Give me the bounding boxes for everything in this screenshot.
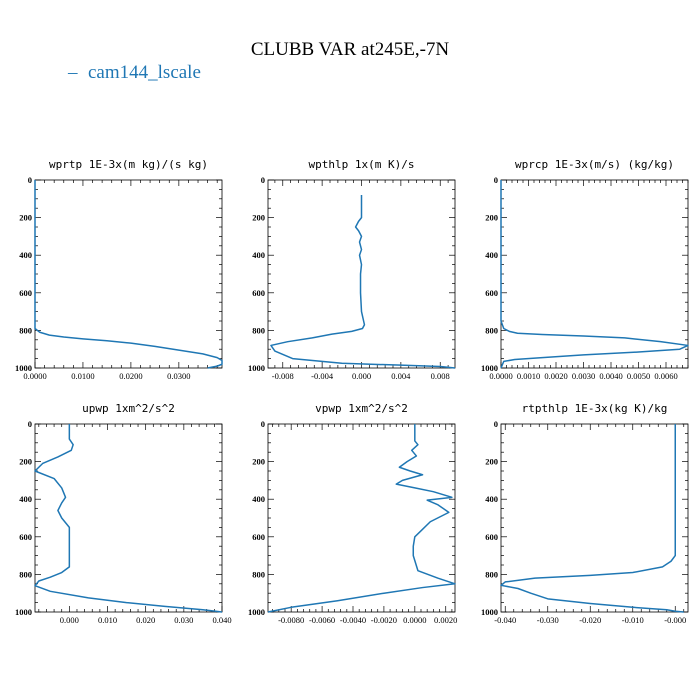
x-tick-label: 0.000 — [352, 371, 371, 381]
x-tick-label: -0.0060 — [309, 615, 335, 625]
y-tick-label: 400 — [19, 494, 32, 504]
subplot-title: rtpthlp 1E-3x(kg K)/kg — [522, 402, 668, 415]
x-tick-label: -0.0080 — [278, 615, 304, 625]
subplot-6: rtpthlp 1E-3x(kg K)/kg02004006008001000-… — [481, 402, 689, 625]
x-tick-label: -0.030 — [537, 615, 559, 625]
figure-title: CLUBB VAR at245E,-7N — [251, 39, 450, 60]
plot-frame — [34, 423, 223, 613]
x-tick-label: 0.010 — [98, 615, 117, 625]
subplot-title: upwp 1xm^2/s^2 — [82, 402, 175, 415]
plot-frame — [500, 179, 689, 369]
x-tick-label: 0.0300 — [167, 371, 190, 381]
x-tick-label: -0.0020 — [371, 615, 397, 625]
x-tick-label: 0.0010 — [517, 371, 540, 381]
y-tick-label: 0 — [494, 419, 498, 429]
y-tick-label: 600 — [252, 288, 265, 298]
x-tick-label: 0.0040 — [599, 371, 622, 381]
y-tick-label: 600 — [19, 532, 32, 542]
y-tick-label: 0 — [28, 175, 32, 185]
y-tick-label: 800 — [252, 569, 265, 579]
series-line — [34, 424, 223, 613]
series-line — [500, 180, 689, 369]
series-line — [270, 195, 456, 369]
x-tick-label: 0.0020 — [544, 371, 567, 381]
plot-frame — [500, 423, 689, 613]
y-tick-label: 400 — [485, 250, 498, 260]
subplot-grid: wprtp 1E-3x(m kg)/(s kg) 0 200 400 600 800 100… — [15, 158, 689, 625]
x-tick-label: 0.0000 — [403, 615, 426, 625]
x-tick-label: 0.0200 — [119, 371, 142, 381]
y-tick-label: 0 — [261, 419, 265, 429]
subplot-2: wpthlp 1x(m K)/s 0 200 400 600 800 1000 -0.008 -… — [248, 158, 456, 381]
x-tick-label: 0.0030 — [572, 371, 595, 381]
x-tick-label: 0.004 — [391, 371, 411, 381]
x-tick-label: 0.0020 — [434, 615, 457, 625]
plot-frame — [267, 423, 456, 613]
x-tick-label: 0.040 — [212, 615, 231, 625]
subplot-3: wprcp 1E-3x(m/s) (kg/kg) 0 200 400 600 800 100… — [481, 158, 689, 381]
legend-marker: – — [67, 62, 78, 83]
y-tick-label: 400 — [19, 250, 32, 260]
x-tick-label: -0.010 — [622, 615, 644, 625]
legend-label: cam144_lscale — [88, 62, 201, 83]
y-tick-label: 800 — [485, 569, 498, 579]
x-tick-label: 0.0000 — [489, 371, 512, 381]
y-tick-label: 400 — [252, 250, 265, 260]
x-tick-label: 0.0000 — [23, 371, 46, 381]
y-tick-label: 800 — [19, 569, 32, 579]
y-tick-label: 400 — [485, 494, 498, 504]
y-tick-label: 600 — [19, 288, 32, 298]
subplot-4: upwp 1xm^2/s^2 0 200 400 600 800 1000 0.000 0.01… — [15, 402, 232, 625]
y-tick-label: 1000 — [481, 363, 498, 373]
x-tick-label: 0.030 — [174, 615, 193, 625]
y-tick-label: 200 — [19, 213, 32, 223]
y-tick-label: 600 — [252, 532, 265, 542]
y-tick-label: 200 — [485, 457, 498, 467]
y-tick-label: 800 — [485, 325, 498, 335]
subplot-5: vpwp 1xm^2/s^2 0 200 400 600 800 1000 -0.0080 -0… — [248, 402, 457, 625]
series-line — [267, 424, 456, 613]
x-tick-label: -0.004 — [311, 371, 334, 381]
x-tick-label: 0.0060 — [654, 371, 677, 381]
y-tick-label: 0 — [28, 419, 32, 429]
y-tick-label: 600 — [485, 532, 498, 542]
x-tick-label: -0.008 — [272, 371, 294, 381]
y-tick-label: 200 — [252, 213, 265, 223]
x-tick-label: -0.0040 — [340, 615, 366, 625]
subplot-title: vpwp 1xm^2/s^2 — [315, 402, 408, 415]
y-tick-label: 1000 — [248, 607, 265, 617]
subplot-1: wprtp 1E-3x(m kg)/(s kg) 0 200 400 600 800 100… — [15, 158, 223, 381]
y-tick-label: 0 — [261, 175, 265, 185]
y-tick-label: 600 — [485, 288, 498, 298]
y-tick-label: 200 — [485, 213, 498, 223]
x-tick-label: -0.040 — [494, 615, 516, 625]
x-tick-label: 0.000 — [60, 615, 79, 625]
x-tick-label: -0.020 — [579, 615, 601, 625]
series-line — [34, 180, 223, 369]
subplot-title: wprtp 1E-3x(m kg)/(s kg) — [49, 158, 208, 171]
series-line — [500, 424, 684, 613]
x-tick-label: 0.0050 — [627, 371, 650, 381]
y-tick-label: 1000 — [15, 607, 32, 617]
x-tick-label: 0.020 — [136, 615, 155, 625]
y-tick-label: 200 — [19, 457, 32, 467]
x-tick-label: 0.0100 — [71, 371, 94, 381]
y-tick-label: 400 — [252, 494, 265, 504]
y-tick-label: 800 — [252, 325, 265, 335]
legend: – cam144_lscale — [67, 62, 201, 83]
y-tick-label: 800 — [19, 325, 32, 335]
subplot-title: wpthlp 1x(m K)/s — [309, 158, 415, 171]
plot-frame — [34, 179, 223, 369]
y-tick-label: 200 — [252, 457, 265, 467]
x-tick-label: 0.008 — [431, 371, 450, 381]
y-tick-label: 1000 — [15, 363, 32, 373]
y-tick-label: 1000 — [248, 363, 265, 373]
y-tick-label: 0 — [494, 175, 498, 185]
subplot-title: wprcp 1E-3x(m/s) (kg/kg) — [515, 158, 674, 171]
x-tick-label: -0.000 — [664, 615, 686, 625]
y-tick-label: 1000 — [481, 607, 498, 617]
